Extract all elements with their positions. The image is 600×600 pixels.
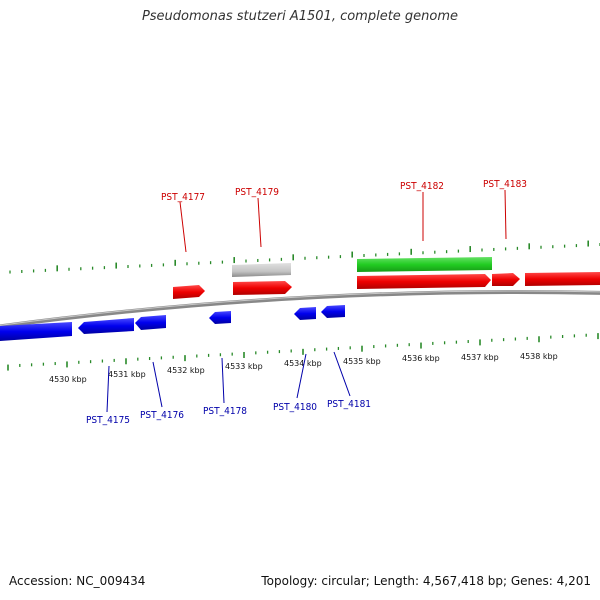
kbp-label: 4532 kbp [167, 366, 205, 375]
gene-label-PST_4178[interactable]: PST_4178 [203, 406, 247, 417]
gene-label-PST_4181[interactable]: PST_4181 [327, 399, 371, 410]
gene-feature-PST_4177[interactable] [173, 285, 205, 299]
kbp-axis-labels: 4530 kbp 4531 kbp 4532 kbp 4533 kbp 4534… [49, 352, 558, 384]
kbp-label: 4530 kbp [49, 375, 87, 384]
genome-title: Pseudomonas stutzeri A1501, complete gen… [141, 9, 459, 24]
forward-strand-features [173, 272, 600, 299]
genome-backbone [0, 289, 600, 329]
gene-feature-PST_4178[interactable] [209, 311, 231, 324]
gene-label-PST_4179[interactable]: PST_4179 [235, 187, 279, 198]
gene-feature-PST_4176a[interactable] [78, 318, 134, 334]
gene-label-PST_4175[interactable]: PST_4175 [86, 415, 130, 426]
gene-feature-PST_4180[interactable] [294, 307, 316, 320]
gene-feature-PST_4176b[interactable] [135, 315, 166, 330]
gene-labels-forward: PST_4177 PST_4179 PST_4182 PST_4183 [161, 179, 527, 253]
gene-label-PST_4180[interactable]: PST_4180 [273, 402, 317, 413]
gene-label-PST_4177[interactable]: PST_4177 [161, 192, 205, 203]
gene-label-PST_4182[interactable]: PST_4182 [400, 181, 444, 192]
kbp-label: 4533 kbp [225, 362, 263, 371]
gene-feature-next[interactable] [525, 272, 600, 286]
accession-text: Accession: NC_009434 [9, 574, 146, 588]
kbp-label: 4536 kbp [402, 354, 440, 363]
gene-label-PST_4183[interactable]: PST_4183 [483, 179, 527, 190]
tick-row-bottom [7, 333, 599, 371]
tick-row-top [9, 240, 600, 274]
gene-feature-PST_4179[interactable] [233, 281, 292, 295]
kbp-label: 4537 kbp [461, 353, 499, 362]
kbp-label: 4534 kbp [284, 359, 322, 368]
gene-label-PST_4176[interactable]: PST_4176 [140, 410, 184, 421]
feature-green-PST_4182[interactable] [357, 257, 492, 272]
feature-gray-PST_4179[interactable] [232, 263, 291, 277]
kbp-label: 4535 kbp [343, 357, 381, 366]
gene-feature-PST_4182[interactable] [357, 274, 491, 289]
topology-text: Topology: circular; Length: 4,567,418 bp… [261, 574, 591, 588]
kbp-label: 4538 kbp [520, 352, 558, 361]
gene-feature-PST_4183[interactable] [492, 273, 520, 286]
gene-labels-reverse: PST_4175 PST_4176 PST_4178 PST_4180 PST_… [86, 351, 371, 426]
reverse-strand-features [0, 305, 345, 341]
gene-feature-PST_4181[interactable] [321, 305, 345, 318]
gene-feature-PST_4175[interactable] [0, 322, 72, 341]
kbp-label: 4531 kbp [108, 370, 146, 379]
